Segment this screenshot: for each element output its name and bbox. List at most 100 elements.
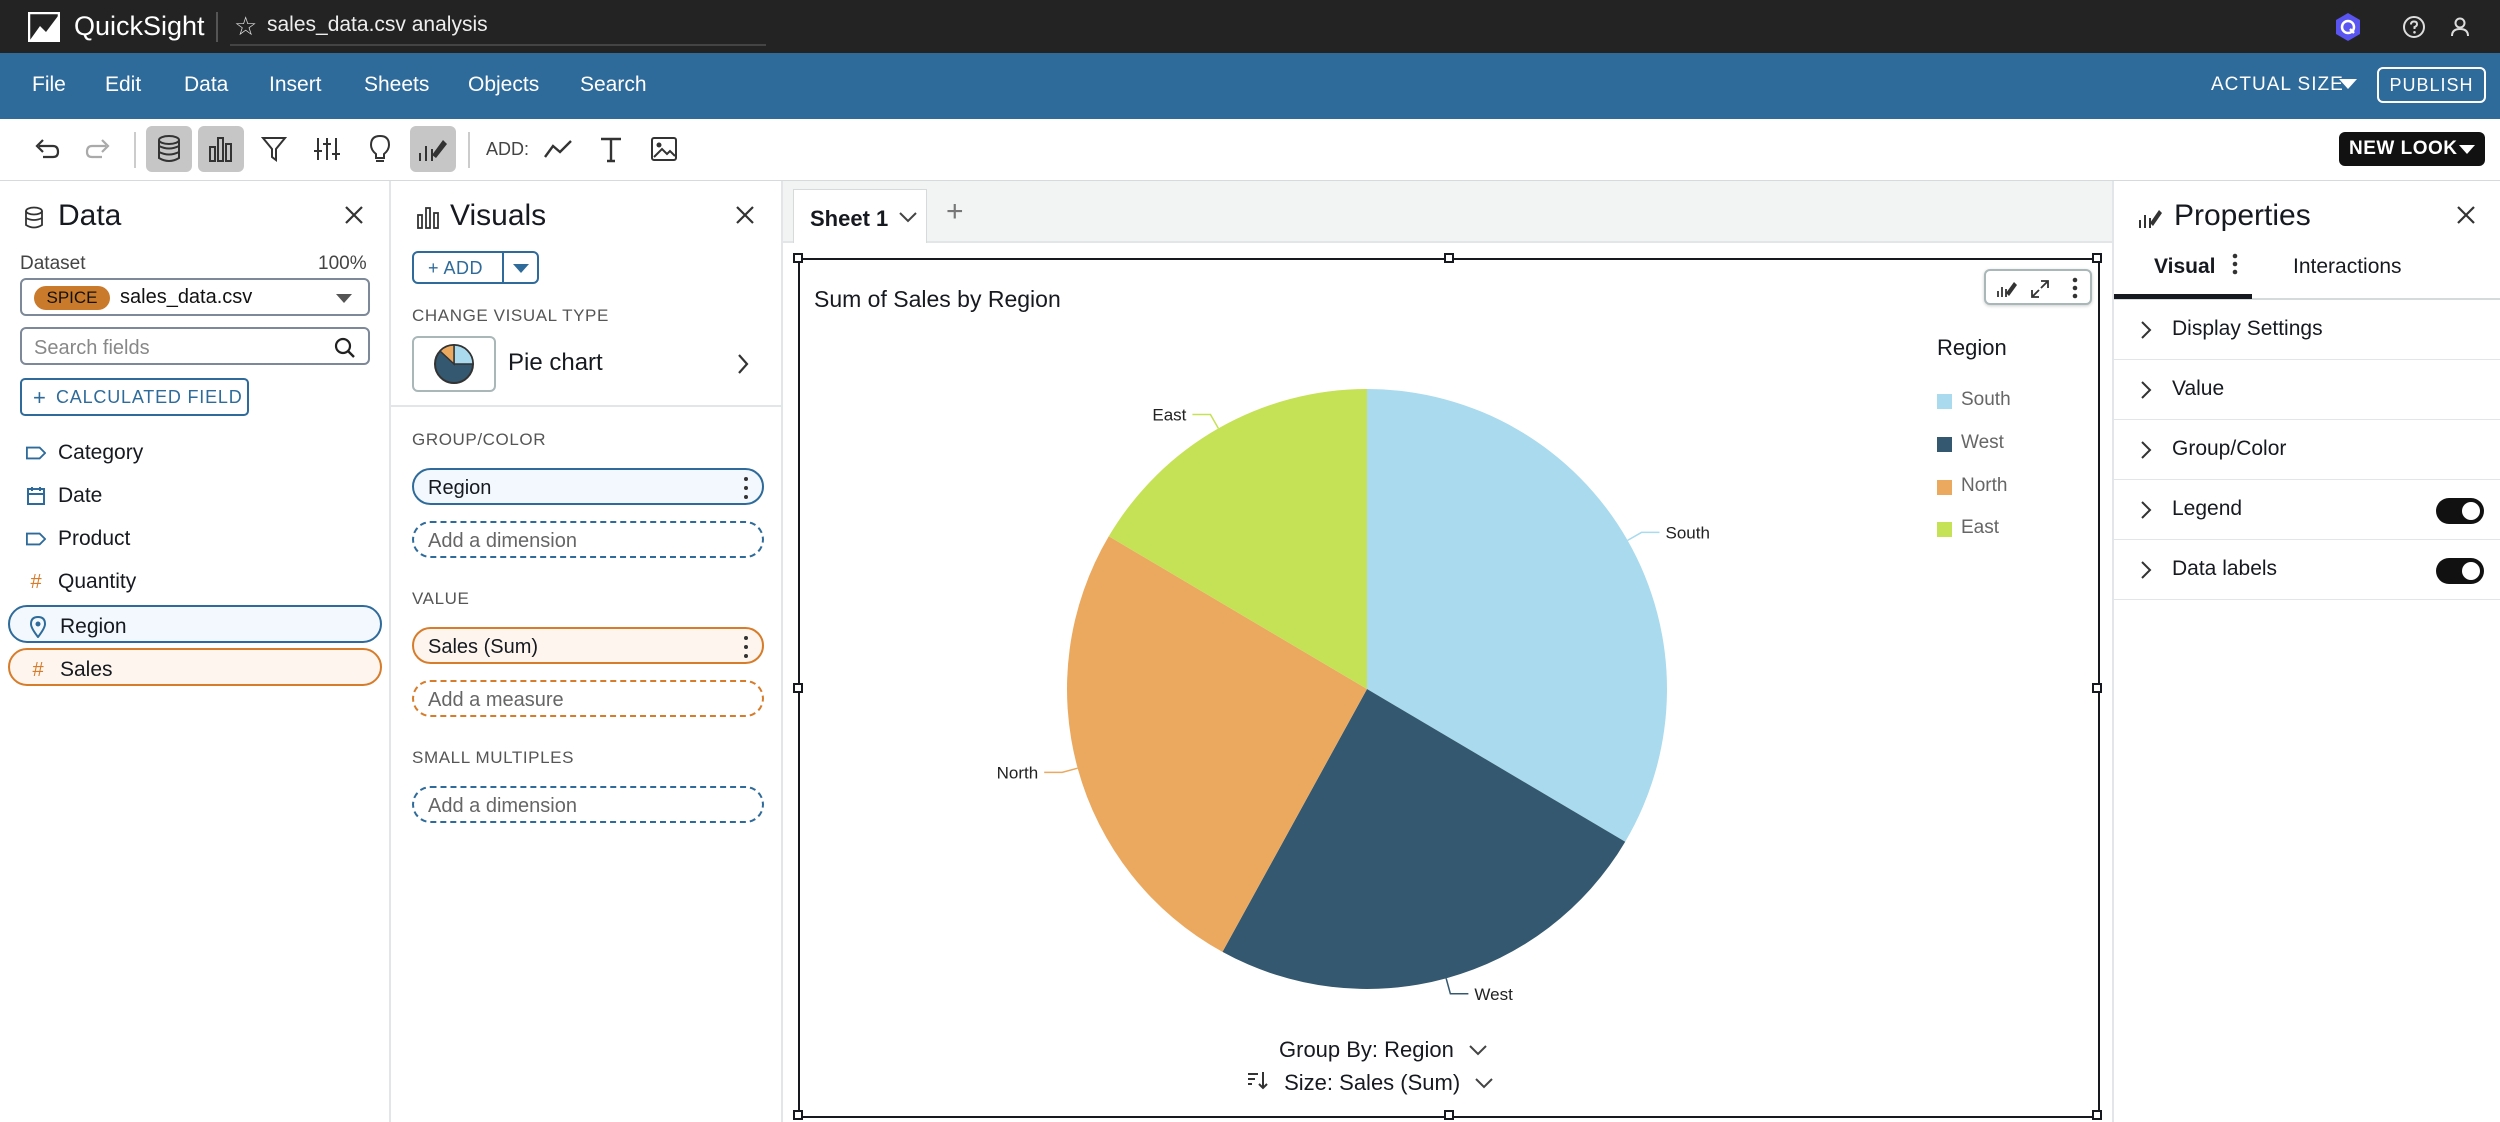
favorite-star-icon[interactable]: ☆ bbox=[234, 11, 258, 41]
menu-insert[interactable]: Insert bbox=[269, 73, 322, 96]
amazon-q-icon[interactable] bbox=[2332, 11, 2364, 43]
data-labels-toggle[interactable] bbox=[2436, 558, 2484, 584]
menu-search[interactable]: Search bbox=[580, 73, 647, 96]
resize-handle[interactable] bbox=[1444, 1110, 1454, 1120]
chevron-right-icon[interactable] bbox=[736, 353, 750, 375]
search-fields-input[interactable]: Search fields bbox=[20, 327, 370, 365]
menu-objects[interactable]: Objects bbox=[468, 73, 540, 96]
pie-slice-east[interactable] bbox=[1108, 389, 1367, 689]
add-visual-icon[interactable] bbox=[535, 126, 581, 172]
menu-file[interactable]: File bbox=[32, 73, 66, 96]
pie-chart-visual[interactable]: Sum of Sales by Region South West North Eas… bbox=[793, 253, 2102, 1120]
pie-slice-south[interactable] bbox=[1367, 389, 1667, 842]
field-item-product[interactable]: Product bbox=[8, 519, 382, 557]
well-field-name: Sales (Sum) bbox=[428, 636, 539, 658]
help-icon[interactable] bbox=[2398, 11, 2430, 43]
group-by-field-well[interactable]: Group By: Region bbox=[1279, 1037, 1488, 1063]
section-legend[interactable]: Legend bbox=[2114, 480, 2500, 540]
tab-interactions[interactable]: Interactions bbox=[2264, 241, 2464, 291]
chevron-down-icon bbox=[2459, 145, 2475, 154]
properties-toggle-icon[interactable] bbox=[410, 126, 456, 172]
close-icon[interactable] bbox=[342, 203, 366, 227]
resize-handle[interactable] bbox=[2092, 1110, 2102, 1120]
expand-icon[interactable] bbox=[2030, 279, 2050, 299]
more-options-icon[interactable] bbox=[2232, 253, 2238, 275]
field-item-sales[interactable]: # Sales bbox=[8, 648, 382, 686]
pie-chart-icon[interactable] bbox=[412, 336, 496, 392]
pie-slice-west[interactable] bbox=[1222, 689, 1626, 989]
filter-icon[interactable] bbox=[251, 126, 297, 172]
chevron-down-icon[interactable] bbox=[2339, 79, 2357, 89]
visual-menu bbox=[1984, 269, 2092, 305]
redo-button[interactable] bbox=[76, 126, 122, 172]
more-options-icon[interactable] bbox=[744, 635, 748, 659]
dataset-select[interactable]: SPICE sales_data.csv bbox=[20, 278, 370, 316]
divider bbox=[134, 132, 136, 168]
field-item-date[interactable]: Date bbox=[8, 476, 382, 514]
field-name: Quantity bbox=[58, 570, 137, 593]
resize-handle[interactable] bbox=[2092, 253, 2102, 263]
spice-badge: SPICE bbox=[34, 286, 110, 310]
new-look-button[interactable]: NEW LOOK bbox=[2339, 132, 2485, 166]
field-item-quantity[interactable]: # Quantity bbox=[8, 562, 382, 600]
resize-handle[interactable] bbox=[793, 253, 803, 263]
resize-handle[interactable] bbox=[793, 1110, 803, 1120]
section-display-settings[interactable]: Display Settings bbox=[2114, 300, 2500, 360]
document-title[interactable]: sales_data.csv analysis bbox=[267, 13, 488, 36]
size-field-well[interactable]: Size: Sales (Sum) bbox=[1246, 1070, 1494, 1096]
legend-swatch bbox=[1937, 394, 1952, 409]
menu-edit[interactable]: Edit bbox=[105, 73, 142, 96]
add-image-icon[interactable] bbox=[641, 126, 687, 172]
pie-slice-north[interactable] bbox=[1067, 536, 1367, 952]
data-panel-toggle-icon[interactable] bbox=[146, 126, 192, 172]
add-sheet-icon[interactable]: + bbox=[946, 195, 964, 228]
resize-handle[interactable] bbox=[1444, 253, 1454, 263]
group-color-field-well[interactable]: Region bbox=[412, 468, 764, 505]
value-field-well[interactable]: Sales (Sum) bbox=[412, 627, 764, 664]
parameters-icon[interactable] bbox=[304, 126, 350, 172]
section-label: Value bbox=[2172, 377, 2225, 400]
publish-button[interactable]: PUBLISH bbox=[2377, 67, 2486, 103]
field-item-region[interactable]: Region bbox=[8, 605, 382, 643]
menu-data[interactable]: Data bbox=[184, 73, 229, 96]
menu-sheets[interactable]: Sheets bbox=[364, 73, 430, 96]
field-name: Region bbox=[60, 615, 127, 638]
user-profile-icon[interactable] bbox=[2444, 11, 2476, 43]
small-multiples-drop-target[interactable]: Add a dimension bbox=[412, 786, 764, 823]
section-value[interactable]: Value bbox=[2114, 360, 2500, 420]
resize-handle[interactable] bbox=[2092, 683, 2102, 693]
more-options-icon[interactable] bbox=[744, 476, 748, 500]
section-data-labels[interactable]: Data labels bbox=[2114, 540, 2500, 600]
undo-button[interactable] bbox=[23, 126, 69, 172]
data-label-leader bbox=[1192, 413, 1220, 429]
field-name: Sales bbox=[60, 658, 113, 681]
resize-handle[interactable] bbox=[793, 683, 803, 693]
tab-sheet-1[interactable]: Sheet 1 bbox=[793, 189, 927, 243]
add-measure-drop-target[interactable]: Add a measure bbox=[412, 680, 764, 717]
add-dimension-drop-target[interactable]: Add a dimension bbox=[412, 521, 764, 558]
drop-placeholder: Add a dimension bbox=[428, 530, 577, 552]
calculated-field-button[interactable]: + CALCULATED FIELD bbox=[20, 378, 249, 416]
close-icon[interactable] bbox=[733, 203, 757, 227]
legend-toggle[interactable] bbox=[2436, 498, 2484, 524]
chevron-down-icon[interactable] bbox=[898, 210, 918, 224]
add-text-icon[interactable] bbox=[588, 126, 634, 172]
tab-label: Interactions bbox=[2293, 255, 2402, 278]
close-icon[interactable] bbox=[2454, 203, 2478, 227]
legend-label: North bbox=[1961, 475, 2008, 496]
dataset-label: Dataset bbox=[20, 253, 86, 274]
well-field-name: Region bbox=[428, 477, 492, 499]
format-visual-icon[interactable] bbox=[1996, 279, 2018, 299]
tab-visual[interactable]: Visual bbox=[2114, 241, 2252, 299]
visual-type-name[interactable]: Pie chart bbox=[508, 349, 603, 376]
field-item-category[interactable]: Category bbox=[8, 433, 382, 471]
add-visual-button[interactable]: + ADD bbox=[412, 251, 539, 284]
zoom-select[interactable]: ACTUAL SIZE bbox=[2211, 74, 2344, 95]
chevron-down-icon[interactable] bbox=[513, 264, 529, 273]
sheet-canvas: Sheet 1 + Sum of Sales by Region South We… bbox=[783, 181, 2112, 1122]
more-options-icon[interactable] bbox=[2072, 277, 2078, 299]
insights-lightbulb-icon[interactable] bbox=[357, 126, 403, 172]
section-group-color[interactable]: Group/Color bbox=[2114, 420, 2500, 480]
chevron-down-icon bbox=[1475, 1078, 1494, 1089]
visuals-panel-toggle-icon[interactable] bbox=[198, 126, 244, 172]
